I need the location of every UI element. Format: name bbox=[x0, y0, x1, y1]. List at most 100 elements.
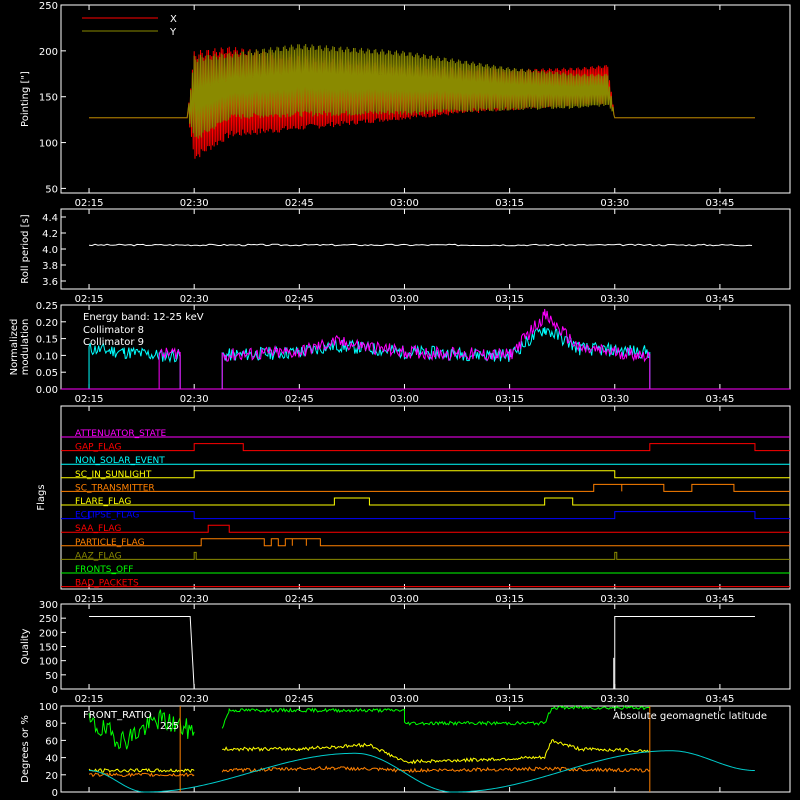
geo-line bbox=[88, 709, 195, 750]
series-collimator-9 bbox=[61, 308, 790, 390]
roll-period-panel-frame bbox=[60, 208, 791, 290]
flag-label: SAA_FLAG bbox=[75, 524, 121, 534]
y-tick-label: 0.05 bbox=[36, 368, 58, 379]
x-tick-label: 03:45 bbox=[705, 394, 734, 405]
flag-saa-flag: SAA_FLAG bbox=[61, 524, 790, 534]
x-tick-label: 02:15 bbox=[75, 594, 104, 605]
geo-latitude-line bbox=[89, 750, 755, 793]
x-tick-label: 03:15 bbox=[495, 198, 524, 209]
flag-line bbox=[61, 497, 790, 506]
flag-eclipse-flag: ECLIPSE_FLAG bbox=[61, 511, 790, 521]
y-tick-label: 200 bbox=[39, 628, 58, 639]
y-tick-label: 250 bbox=[39, 1, 58, 12]
x-tick-label: 02:15 bbox=[75, 198, 104, 209]
y-axis-label: Degrees or % bbox=[20, 715, 31, 783]
flag-attenuator-state: ATTENUATOR_STATE bbox=[61, 429, 790, 439]
flag-sc-transmitter: SC_TRANSMITTER bbox=[61, 483, 790, 493]
y-tick-label: 50 bbox=[45, 671, 58, 682]
modulation-line bbox=[88, 342, 181, 389]
y-tick-label: 100 bbox=[39, 657, 58, 668]
geo-series-3 bbox=[89, 750, 755, 793]
y-tick-label: 250 bbox=[39, 614, 58, 625]
y-tick-label: 4.0 bbox=[42, 245, 58, 256]
y-tick-label: 0.00 bbox=[36, 385, 58, 396]
geo-line bbox=[222, 738, 651, 765]
flags-panel: 02:15 02:30 02:45 03:00 03:15 03:30 03:45 Flags… bbox=[36, 405, 791, 605]
geo-series-1 bbox=[88, 738, 651, 773]
x-tick-label: 03:15 bbox=[495, 694, 524, 705]
x-tick-label: 03:45 bbox=[705, 294, 734, 305]
y-tick-label: 4.2 bbox=[42, 229, 58, 240]
flag-non-solar-event: NON_SOLAR_EVENT bbox=[61, 456, 790, 466]
y-axis-label: Quality bbox=[20, 629, 31, 665]
x-tick-label: 02:30 bbox=[180, 694, 209, 705]
x-tick-label: 03:15 bbox=[495, 294, 524, 305]
energy-band-annotation: Energy band: 12-25 keV bbox=[83, 312, 204, 323]
x-tick-label: 03:00 bbox=[390, 594, 419, 605]
modulation-line bbox=[221, 327, 651, 389]
x-tick-label: 02:45 bbox=[285, 694, 314, 705]
y-axis-label-line: modulation bbox=[20, 319, 31, 376]
flag-flare-flag: FLARE_FLAG bbox=[61, 497, 790, 507]
legend-geomagnetic-latitude: Absolute geomagnetic latitude bbox=[613, 711, 767, 722]
geo-line bbox=[88, 771, 195, 778]
flag-line bbox=[61, 511, 790, 520]
y-tick-label: 200 bbox=[39, 47, 58, 58]
x-tick-label: 02:15 bbox=[75, 694, 104, 705]
y-tick-label: 3.6 bbox=[42, 277, 58, 288]
y-tick-label: 150 bbox=[39, 93, 58, 104]
x-tick-label: 03:30 bbox=[600, 198, 629, 209]
flag-label: BAD_PACKETS bbox=[75, 579, 139, 589]
x-tick-label: 02:45 bbox=[285, 198, 314, 209]
y-axis-label: Roll period [s] bbox=[20, 214, 31, 283]
modulation-line bbox=[221, 308, 651, 389]
flag-particle-flag: PARTICLE_FLAG bbox=[61, 538, 790, 548]
y-tick-label: 80 bbox=[45, 719, 58, 730]
y-tick-label: 4.4 bbox=[42, 213, 58, 224]
quality-line bbox=[89, 615, 755, 690]
x-tick-label: 03:30 bbox=[600, 694, 629, 705]
flag-aaz-flag: AAZ_FLAG bbox=[61, 551, 790, 561]
legend-label-collimator-8: Collimator 8 bbox=[83, 325, 144, 336]
y-tick-label: 60 bbox=[45, 736, 58, 747]
y-tick-label: 3.8 bbox=[42, 261, 58, 272]
y-tick-label: 0 bbox=[52, 788, 58, 799]
x-tick-label: 03:45 bbox=[705, 198, 734, 209]
y-tick-label: 150 bbox=[39, 643, 58, 654]
x-tick-label: 03:15 bbox=[495, 394, 524, 405]
geomagnetic-panel-frame bbox=[60, 705, 791, 793]
flag-bad-packets: BAD_PACKETS bbox=[61, 579, 790, 589]
y-tick-label: 0.15 bbox=[36, 335, 58, 346]
flag-sc-in-sunlight: SC_IN_SUNLIGHT bbox=[61, 470, 790, 480]
legend-front-ratio: FRONT_RATIO bbox=[83, 710, 152, 721]
x-tick-label: 02:30 bbox=[180, 394, 209, 405]
roll-period-line bbox=[89, 243, 753, 247]
pointing-panel-frame bbox=[60, 4, 791, 194]
y-tick-label: 0.10 bbox=[36, 351, 58, 362]
x-tick-label: 02:30 bbox=[180, 294, 209, 305]
y-tick-label: 0.25 bbox=[36, 301, 58, 312]
flag-label: FRONTS_OFF bbox=[75, 565, 133, 575]
y-tick-label: 100 bbox=[39, 139, 58, 150]
x-tick-label: 03:00 bbox=[390, 694, 419, 705]
flags-panel-frame bbox=[60, 405, 791, 590]
flag-label: FLARE_FLAG bbox=[75, 497, 131, 507]
series-line-y bbox=[89, 44, 755, 139]
legend-label-collimator-9: Collimator 9 bbox=[83, 337, 144, 348]
flag-label: SC_IN_SUNLIGHT bbox=[75, 470, 152, 480]
x-tick-label: 02:15 bbox=[75, 294, 104, 305]
series-y bbox=[89, 44, 755, 139]
pointing-panel: 02:15 02:30 02:45 03:00 03:15 03:30 03:45 50 100… bbox=[20, 1, 791, 209]
x-tick-label: 03:30 bbox=[600, 294, 629, 305]
x-tick-label: 02:15 bbox=[75, 394, 104, 405]
y-tick-label: 100 bbox=[39, 702, 58, 713]
x-tick-label: 02:45 bbox=[285, 394, 314, 405]
y-axis-label-line: Normalized bbox=[9, 319, 20, 376]
flag-label: NON_SOLAR_EVENT bbox=[75, 456, 165, 466]
flag-label: PARTICLE_FLAG bbox=[75, 538, 145, 548]
x-tick-label: 03:30 bbox=[600, 594, 629, 605]
geo-series-2 bbox=[88, 765, 651, 778]
geo-line bbox=[221, 765, 651, 773]
y-tick-label: 0.20 bbox=[36, 318, 58, 329]
